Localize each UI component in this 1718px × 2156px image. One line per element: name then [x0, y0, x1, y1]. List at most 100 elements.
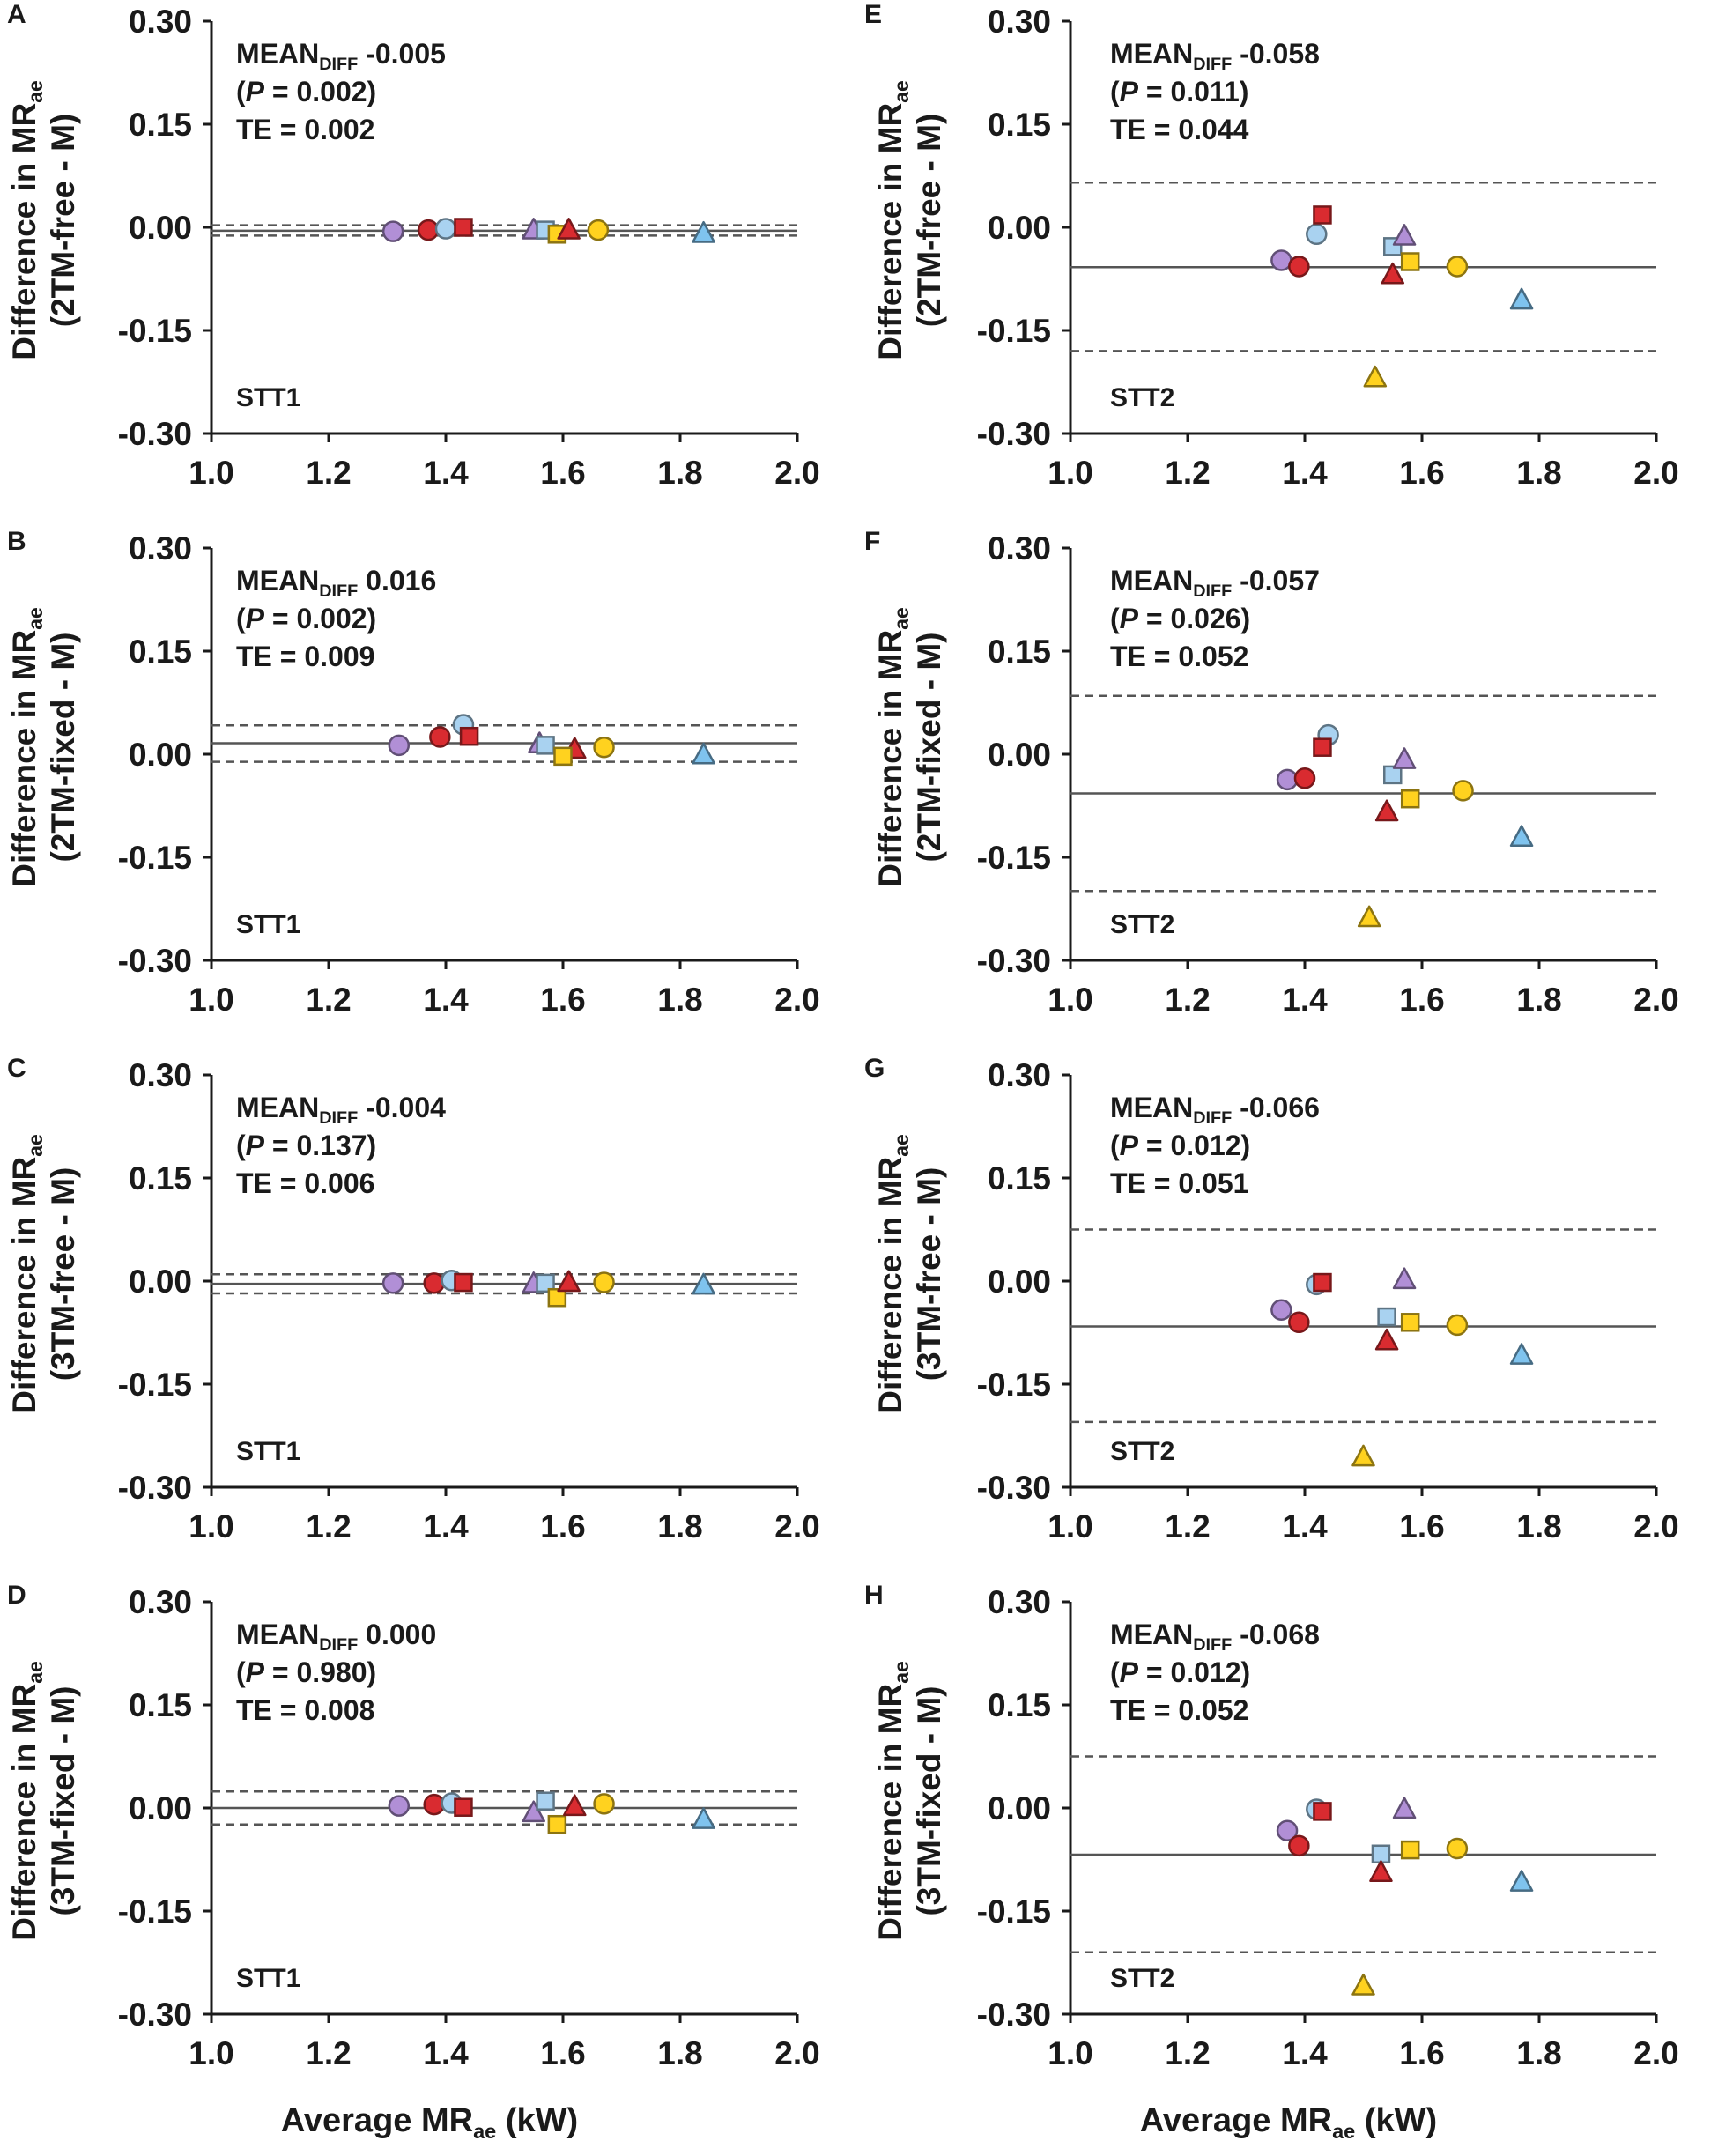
- data-point-square: [1371, 1844, 1391, 1864]
- y-tick-label: -0.30: [977, 416, 1051, 452]
- x-tick-label: 1.6: [540, 455, 585, 491]
- stt-label: STT1: [236, 1437, 301, 1466]
- x-tick-label: 1.0: [1048, 982, 1092, 1018]
- data-point-square: [1400, 789, 1420, 809]
- x-tick-label: 1.8: [657, 1508, 702, 1545]
- x-tick-label: 1.4: [1282, 455, 1328, 491]
- x-tick-label: 1.6: [1399, 1508, 1444, 1545]
- data-point-circle: [1446, 1837, 1469, 1860]
- data-point-circle: [593, 1793, 615, 1815]
- x-tick-label: 1.4: [423, 455, 469, 491]
- data-point-circle: [1452, 780, 1474, 802]
- data-point-triangle: [1392, 747, 1417, 769]
- data-point-square: [459, 726, 479, 746]
- stats-annotation: MEANDIFF -0.004 (P = 0.137) TE = 0.006: [236, 1089, 446, 1203]
- stats-annotation: MEANDIFF 0.000 (P = 0.980) TE = 0.008: [236, 1616, 436, 1730]
- y-tick-label: -0.15: [977, 1367, 1051, 1403]
- x-tick-label: 1.2: [306, 1508, 351, 1545]
- data-point-square: [1313, 205, 1332, 225]
- y-tick-label: -0.15: [118, 313, 192, 349]
- y-tick-label: 0.00: [988, 737, 1051, 773]
- y-tick-label: -0.15: [977, 1893, 1051, 1930]
- data-point-square: [454, 1272, 473, 1293]
- data-point-triangle: [1351, 1973, 1375, 1996]
- panel-letter: A: [7, 0, 26, 29]
- stats-annotation: MEANDIFF -0.068 (P = 0.012) TE = 0.052: [1110, 1616, 1320, 1730]
- data-point-square: [1400, 252, 1420, 271]
- x-tick-label: 1.4: [423, 982, 469, 1018]
- data-point-triangle: [1357, 905, 1381, 928]
- x-tick-label: 2.0: [1633, 1508, 1678, 1545]
- y-tick-label: 0.30: [129, 1057, 192, 1093]
- te-line: TE = 0.008: [236, 1694, 375, 1726]
- x-tick-label: 1.2: [1165, 1508, 1210, 1545]
- data-point-square: [536, 736, 555, 755]
- data-point-circle: [1288, 256, 1310, 278]
- scatter-plot: 0.30 0.15 0.00 -0.15 -0.301.0 1.2 1.4 1.6 1.8 2.0: [977, 1584, 1679, 2071]
- data-point-triangle: [1509, 825, 1534, 848]
- x-tick-label: 1.2: [306, 982, 351, 1018]
- x-tick-label: 1.6: [540, 1508, 585, 1545]
- y-tick-label: 0.00: [129, 737, 192, 773]
- p-value-line: (P = 0.011): [1110, 76, 1249, 107]
- x-tick-label: 1.4: [1282, 982, 1328, 1018]
- data-point-circle: [429, 726, 451, 748]
- x-tick-label: 1.8: [1516, 2035, 1561, 2071]
- panel-b: B Difference in MRae (2TM-fixed - M) MEANDI…: [0, 527, 859, 1054]
- scatter-plot: 0.30 0.15 0.00 -0.15 -0.301.0 1.2 1.4 1.6 1.8 2.0: [118, 1057, 820, 1545]
- data-point-square: [1400, 1313, 1420, 1332]
- y-tick-label: 0.30: [988, 1057, 1051, 1093]
- x-tick-label: 1.2: [1165, 2035, 1210, 2071]
- y-tick-label: 0.15: [988, 1687, 1051, 1723]
- data-point-circle: [1293, 767, 1316, 789]
- y-tick-label: 0.00: [129, 1790, 192, 1826]
- y-tick-label: 0.00: [988, 210, 1051, 246]
- te-line: TE = 0.044: [1110, 114, 1249, 145]
- stats-annotation: MEANDIFF 0.016 (P = 0.002) TE = 0.009: [236, 562, 436, 676]
- x-tick-label: 1.8: [1516, 455, 1561, 491]
- x-tick-label: 1.4: [1282, 2035, 1328, 2071]
- x-tick-label: 1.8: [657, 2035, 702, 2071]
- panel-letter: G: [864, 1054, 885, 1083]
- x-tick-label: 1.8: [657, 455, 702, 491]
- data-point-circle: [1446, 256, 1469, 278]
- data-point-triangle: [1392, 224, 1417, 246]
- x-tick-label: 1.4: [423, 1508, 469, 1545]
- te-line: TE = 0.009: [236, 641, 375, 672]
- x-tick-label: 1.4: [423, 2035, 469, 2071]
- panel-letter: E: [864, 0, 883, 29]
- x-tick-label: 1.2: [306, 2035, 351, 2071]
- y-tick-label: 0.15: [129, 633, 192, 670]
- stats-annotation: MEANDIFF -0.058 (P = 0.011) TE = 0.044: [1110, 35, 1320, 149]
- p-value-line: (P = 0.002): [236, 603, 377, 634]
- x-tick-label: 1.0: [189, 1508, 233, 1545]
- data-point-square: [536, 1791, 555, 1811]
- x-tick-label: 2.0: [1633, 2035, 1678, 2071]
- panel-letter: H: [864, 1581, 884, 1610]
- data-point-circle: [1288, 1834, 1310, 1857]
- stt-label: STT2: [1110, 383, 1175, 412]
- panel-c: C Difference in MRae (3TM-free - M) MEANDIF…: [0, 1054, 859, 1581]
- scatter-plot: 0.30 0.15 0.00 -0.15 -0.301.0 1.2 1.4 1.6 1.8 2.0: [977, 4, 1679, 491]
- data-point-square: [1313, 1802, 1332, 1821]
- panel-f: F Difference in MRae (2TM-fixed - M) MEANDI…: [859, 527, 1718, 1054]
- x-tick-label: 1.4: [1282, 1508, 1328, 1545]
- mean-diff-line: MEANDIFF 0.016: [236, 565, 437, 601]
- scatter-plot: 0.30 0.15 0.00 -0.15 -0.301.0 1.2 1.4 1.6 1.8 2.0: [977, 1057, 1679, 1545]
- x-tick-label: 1.2: [1165, 455, 1210, 491]
- panel-letter: C: [7, 1054, 26, 1083]
- data-point-circle: [1276, 1819, 1299, 1841]
- y-tick-label: 0.15: [988, 107, 1051, 143]
- data-point-triangle: [557, 218, 581, 240]
- stt-label: STT1: [236, 383, 301, 412]
- mean-diff-line: MEANDIFF -0.066: [1110, 1092, 1320, 1128]
- te-line: TE = 0.002: [236, 114, 375, 145]
- data-point-circle: [1276, 768, 1299, 791]
- data-point-circle: [388, 734, 411, 757]
- data-point-circle: [423, 1272, 445, 1294]
- data-point-square: [454, 1797, 473, 1817]
- y-tick-label: -0.15: [118, 840, 192, 876]
- data-point-triangle: [1351, 1444, 1375, 1467]
- scatter-plot: 0.30 0.15 0.00 -0.15 -0.301.0 1.2 1.4 1.6 1.8 2.0: [118, 1584, 820, 2071]
- y-tick-label: 0.00: [129, 1263, 192, 1300]
